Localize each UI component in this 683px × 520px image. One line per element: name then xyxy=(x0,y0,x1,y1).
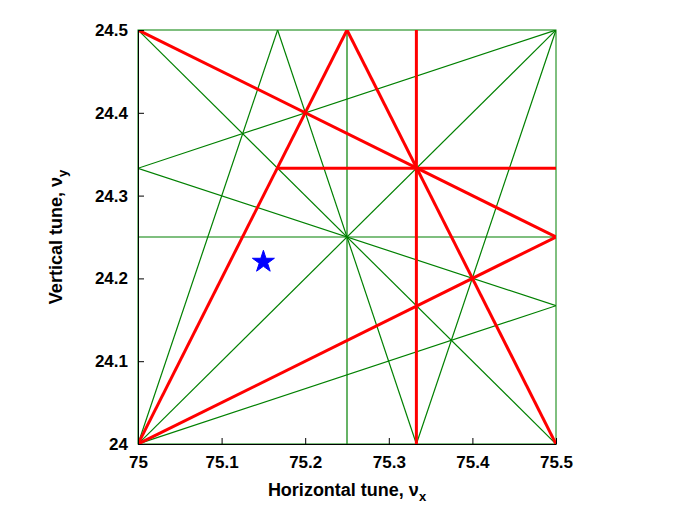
y-tick-mark xyxy=(138,278,144,279)
y-tick-label: 24.4 xyxy=(95,104,129,123)
x-tick-label: 75.3 xyxy=(373,453,406,472)
x-axis: 75 75.1 75.2 75.3 75.4 75.5 xyxy=(129,438,573,472)
y-tick: 24.4 xyxy=(95,104,144,123)
y-tick-label: 24.2 xyxy=(95,269,128,288)
y-tick-label: 24.5 xyxy=(95,21,128,40)
chart: 75 75.1 75.2 75.3 75.4 75.5 24 24.1 24.2 24.3 24.4… xyxy=(0,0,683,520)
x-tick: 75.2 xyxy=(289,438,322,472)
resonance-line xyxy=(138,30,556,168)
y-tick-mark xyxy=(138,444,144,445)
y-tick-mark xyxy=(138,30,144,31)
y-tick-mark xyxy=(138,361,144,362)
y-axis-title: Vertical tune, νy xyxy=(46,169,70,304)
resonance-line xyxy=(278,30,417,444)
y-axis-line xyxy=(138,31,139,445)
resonance-line xyxy=(347,30,556,444)
x-tick-label: 75 xyxy=(129,453,148,472)
x-tick-mark xyxy=(389,438,390,444)
x-tick-mark xyxy=(472,438,473,444)
x-tick-mark xyxy=(556,438,557,444)
y-tick-mark xyxy=(138,196,144,197)
x-tick-mark xyxy=(222,438,223,444)
working-point xyxy=(252,250,274,271)
x-tick-label: 75.5 xyxy=(540,453,573,472)
x-tick-label: 75.2 xyxy=(289,453,322,472)
y-tick: 24 xyxy=(109,435,144,454)
resonance-line xyxy=(138,30,556,444)
plot-frame xyxy=(138,30,556,444)
x-tick-label: 75.4 xyxy=(456,453,490,472)
y-axis: 24 24.1 24.2 24.3 24.4 24.5 xyxy=(95,21,144,454)
y-tick: 24.5 xyxy=(95,21,144,40)
x-tick: 75.3 xyxy=(373,438,406,472)
plot-area xyxy=(138,30,556,444)
resonance-line xyxy=(138,30,556,444)
x-axis-title: Horizontal tune, νx xyxy=(268,480,427,504)
y-tick-label: 24 xyxy=(109,435,128,454)
resonance-line xyxy=(138,30,278,444)
y-tick: 24.1 xyxy=(95,352,144,371)
x-tick: 75.1 xyxy=(206,438,239,472)
resonance-line xyxy=(415,30,418,444)
resonance-line xyxy=(138,237,556,444)
x-tick-label: 75.1 xyxy=(206,453,239,472)
resonance-line xyxy=(416,30,556,444)
x-tick: 75.4 xyxy=(456,438,490,472)
y-tick-label: 24.3 xyxy=(95,187,128,206)
y-tick: 24.3 xyxy=(95,187,144,206)
y-tick: 24.2 xyxy=(95,269,144,288)
resonance-line xyxy=(138,306,556,444)
x-tick-mark xyxy=(305,438,306,444)
x-tick: 75.5 xyxy=(540,438,573,472)
resonance-line xyxy=(138,30,556,237)
x-axis-line xyxy=(139,444,557,445)
y-tick-mark xyxy=(138,113,144,114)
resonance-line xyxy=(138,30,347,444)
y-tick-label: 24.1 xyxy=(95,352,128,371)
